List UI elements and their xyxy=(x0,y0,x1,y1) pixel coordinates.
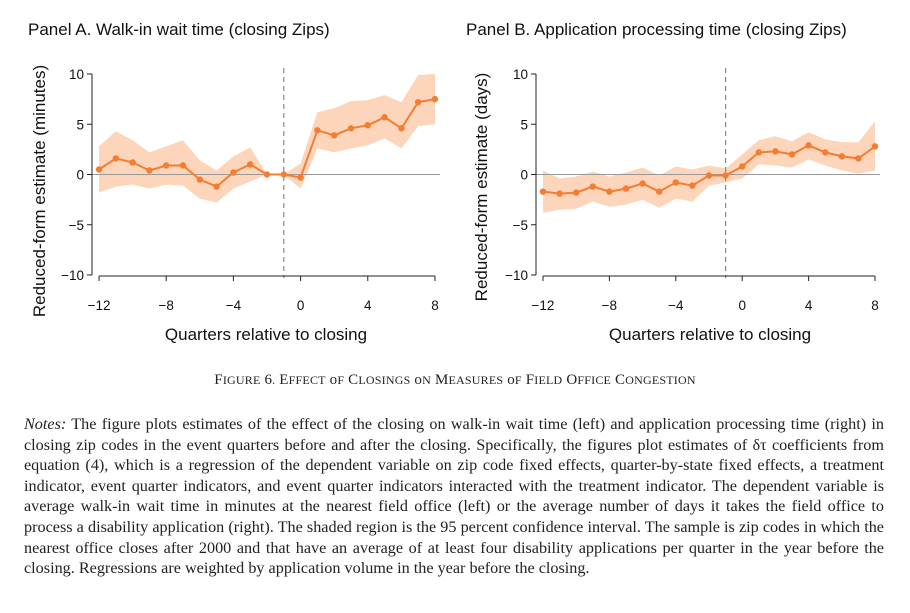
panel-a-plot: −10 −5 0 5 10 −12 −8 −4 0 4 8 xyxy=(61,67,440,313)
panel-b-ylabel: Reduced-form estimate (days) xyxy=(472,73,491,302)
x-tick-label: −8 xyxy=(602,298,617,313)
y-tick-label: 5 xyxy=(76,117,84,132)
estimate-point xyxy=(314,127,321,134)
y-tick-label: 10 xyxy=(69,67,84,82)
estimate-point xyxy=(347,125,355,132)
y-tick-label: −5 xyxy=(513,218,528,233)
x-tick-label: 0 xyxy=(738,298,746,313)
panel-b-plot: −10 −5 0 5 10 −12 −8 −4 0 4 8 xyxy=(505,67,880,313)
figure-notes: Notes: The figure plots estimates of the… xyxy=(24,414,884,579)
estimate-point xyxy=(805,142,812,149)
x-tick-label: 0 xyxy=(297,298,305,313)
estimate-point xyxy=(330,132,338,139)
y-tick-label: 0 xyxy=(520,168,528,183)
y-tick-label: −10 xyxy=(61,268,84,283)
estimate-point xyxy=(622,185,630,192)
estimate-point xyxy=(146,167,153,174)
estimate-point xyxy=(398,125,405,132)
confidence-band xyxy=(543,121,875,213)
panel-a: Panel A. Walk-in wait time (closing Zips… xyxy=(28,20,440,344)
panel-b-xlabel: Quarters relative to closing xyxy=(609,325,811,344)
estimate-point xyxy=(838,153,846,160)
estimate-point xyxy=(589,183,596,190)
y-tick-label: 0 xyxy=(76,168,84,183)
estimate-point xyxy=(855,155,862,162)
estimate-point xyxy=(112,155,120,162)
notes-label: Notes: xyxy=(24,415,67,433)
estimate-point xyxy=(364,122,371,129)
estimate-point xyxy=(179,162,187,169)
estimate-point xyxy=(572,189,580,196)
estimate-point xyxy=(431,95,439,103)
estimate-point xyxy=(163,162,170,169)
notes-body: The figure plots estimates of the effect… xyxy=(24,415,884,578)
estimate-point xyxy=(822,149,829,156)
panel-b: Panel B. Application processing time (cl… xyxy=(466,20,880,344)
x-tick-label: −12 xyxy=(88,298,111,313)
estimate-point xyxy=(672,179,679,186)
x-tick-label: −4 xyxy=(226,298,242,313)
estimate-point xyxy=(414,98,422,106)
estimate-point xyxy=(772,148,779,155)
x-tick-label: 4 xyxy=(805,298,813,313)
estimate-point xyxy=(230,169,237,176)
estimate-point xyxy=(705,172,713,179)
estimate-point xyxy=(539,188,547,195)
figure-panels: Panel A. Walk-in wait time (closing Zips… xyxy=(28,20,880,344)
estimate-point xyxy=(639,180,646,187)
panel-b-title: Panel B. Application processing time (cl… xyxy=(466,20,847,39)
estimate-point xyxy=(213,183,220,190)
estimate-point xyxy=(247,161,254,168)
estimate-point xyxy=(263,171,271,178)
panel-a-ylabel: Reduced-form estimate (minutes) xyxy=(30,65,49,317)
y-tick-label: −10 xyxy=(505,268,528,283)
estimate-point xyxy=(739,163,746,170)
x-tick-label: 4 xyxy=(364,298,372,313)
estimate-point xyxy=(381,114,388,121)
estimate-point xyxy=(788,151,796,158)
caption-prefix: FIGURE 6. xyxy=(214,372,276,388)
estimate-point xyxy=(196,176,204,183)
x-tick-label: −4 xyxy=(668,298,684,313)
panel-a-title: Panel A. Walk-in wait time (closing Zips… xyxy=(28,20,330,39)
confidence-band xyxy=(99,74,435,203)
estimate-point xyxy=(722,172,729,179)
estimate-point xyxy=(556,190,563,197)
estimate-point xyxy=(280,171,287,178)
estimate-point xyxy=(95,166,103,173)
caption-text: EFFECT oF CLOSINGS oN MEASURES oF FIELD … xyxy=(279,372,696,388)
y-tick-label: −5 xyxy=(69,218,84,233)
estimate-point xyxy=(655,188,663,195)
y-tick-label: 5 xyxy=(520,117,528,132)
panel-a-xlabel: Quarters relative to closing xyxy=(165,325,367,344)
x-tick-label: 8 xyxy=(431,298,439,313)
figure-caption: FIGURE 6. EFFECT oF CLOSINGS oN MEASURES… xyxy=(0,372,910,389)
x-tick-label: −8 xyxy=(159,298,174,313)
estimate-point xyxy=(297,174,304,181)
estimate-point xyxy=(755,149,763,156)
estimate-point xyxy=(871,143,879,150)
estimate-point xyxy=(606,188,613,195)
estimate-point xyxy=(689,182,696,189)
x-tick-label: −12 xyxy=(532,298,555,313)
x-tick-label: 8 xyxy=(871,298,879,313)
estimate-point xyxy=(129,159,136,166)
y-tick-label: 10 xyxy=(513,67,528,82)
